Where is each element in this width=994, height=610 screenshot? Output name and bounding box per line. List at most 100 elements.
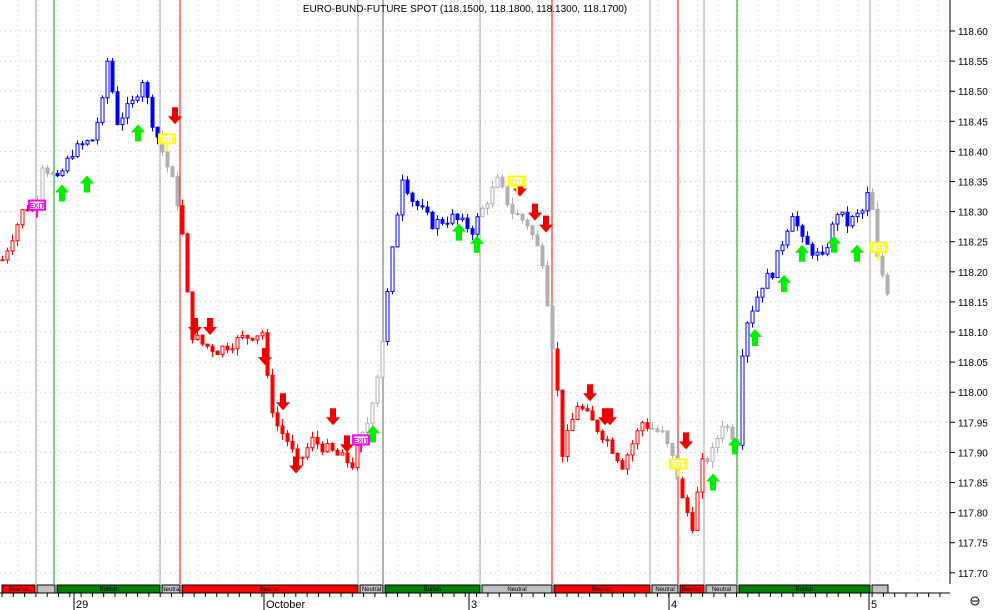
- candle: [845, 211, 850, 227]
- y-tick-label: 118.35: [958, 178, 988, 189]
- candle: [625, 454, 630, 470]
- y-tick-label: 118.30: [958, 208, 988, 219]
- candle: [615, 452, 620, 462]
- candle: [685, 497, 690, 514]
- candle: [370, 402, 375, 424]
- candle: [305, 447, 310, 458]
- regime-label: Neutral: [161, 587, 180, 593]
- buy-arrow-icon: [470, 235, 484, 253]
- candle: [325, 442, 330, 453]
- candle: [20, 209, 25, 226]
- y-tick-label: 118.50: [958, 87, 988, 98]
- candle: [750, 310, 755, 324]
- candle: [680, 478, 685, 499]
- sell-arrow-icon: [258, 348, 272, 366]
- candle: [150, 96, 155, 128]
- candle: [485, 203, 490, 209]
- candle: [475, 216, 480, 235]
- candle: [460, 217, 465, 221]
- candle: [575, 406, 580, 420]
- candle: [345, 452, 350, 464]
- candle: [155, 126, 160, 138]
- candle: [85, 140, 90, 145]
- candle: [725, 425, 730, 428]
- candle: [290, 440, 295, 450]
- exit-box: [158, 133, 176, 145]
- zoom-icon[interactable]: [970, 596, 980, 606]
- candle: [220, 345, 225, 355]
- candle: [340, 452, 345, 456]
- sell-arrow-icon: [340, 435, 354, 453]
- candle: [230, 348, 235, 351]
- candle: [300, 456, 305, 460]
- candle: [715, 437, 720, 449]
- candle: [410, 192, 415, 202]
- y-tick-label: 117.85: [958, 479, 988, 490]
- candle: [515, 212, 520, 215]
- x-tick-label: 5: [871, 599, 877, 610]
- sell-arrow-icon: [276, 393, 290, 411]
- candle: [240, 334, 245, 339]
- candle: [5, 250, 10, 261]
- buy-arrow-icon: [131, 124, 145, 142]
- candle: [595, 419, 600, 432]
- candle: [400, 179, 405, 216]
- buy-arrow-icon: [728, 437, 742, 455]
- y-tick-label: 118.10: [958, 328, 988, 339]
- y-tick-label: 118.25: [958, 238, 988, 249]
- y-tick-label: 118.20: [958, 268, 988, 279]
- candle: [430, 211, 435, 230]
- buy-arrow-icon: [452, 223, 466, 241]
- candle: [0, 259, 5, 262]
- candle: [785, 230, 790, 246]
- x-tick-label: 3: [471, 599, 477, 610]
- candle: [310, 436, 315, 449]
- candle: [450, 213, 455, 224]
- regime-label: Neutral: [655, 587, 674, 593]
- candle: [660, 430, 665, 433]
- candle: [465, 217, 470, 230]
- x-tick-label: 29: [76, 599, 88, 610]
- candle: [630, 443, 635, 456]
- candle: [40, 167, 45, 206]
- candle: [190, 291, 195, 340]
- candle: [640, 422, 645, 432]
- candle: [855, 212, 860, 217]
- candle: [805, 235, 810, 245]
- candle: [380, 341, 385, 378]
- candle: [775, 250, 780, 279]
- regime-segment: [871, 584, 889, 594]
- candle: [740, 355, 745, 446]
- candle: [45, 167, 50, 174]
- buy-arrow-icon: [706, 473, 720, 491]
- candle: [260, 332, 265, 337]
- candle: [315, 436, 320, 445]
- candle: [810, 243, 815, 256]
- candle: [175, 176, 180, 207]
- candle: [135, 96, 140, 101]
- candle: [860, 210, 865, 214]
- candle: [820, 251, 825, 255]
- buy-arrow-icon: [795, 244, 809, 262]
- sell-arrow-icon: [168, 107, 182, 125]
- candle: [580, 406, 585, 410]
- sell-arrow-icon: [528, 203, 542, 221]
- candle: [115, 91, 120, 125]
- buy-arrow-icon: [55, 184, 69, 202]
- candle: [650, 427, 655, 430]
- candle: [530, 225, 535, 236]
- candle: [480, 207, 485, 218]
- candle: [215, 350, 220, 355]
- candle: [435, 218, 440, 230]
- candle: [600, 430, 605, 441]
- candle: [90, 139, 95, 142]
- candle: [500, 176, 505, 188]
- candle: [60, 170, 65, 177]
- candle: [320, 443, 325, 453]
- x-tick-label: 4: [671, 599, 677, 610]
- sell-arrow-icon: [539, 215, 553, 233]
- candle: [350, 462, 355, 469]
- candle: [125, 103, 130, 119]
- sell-arrow-icon: [203, 317, 217, 335]
